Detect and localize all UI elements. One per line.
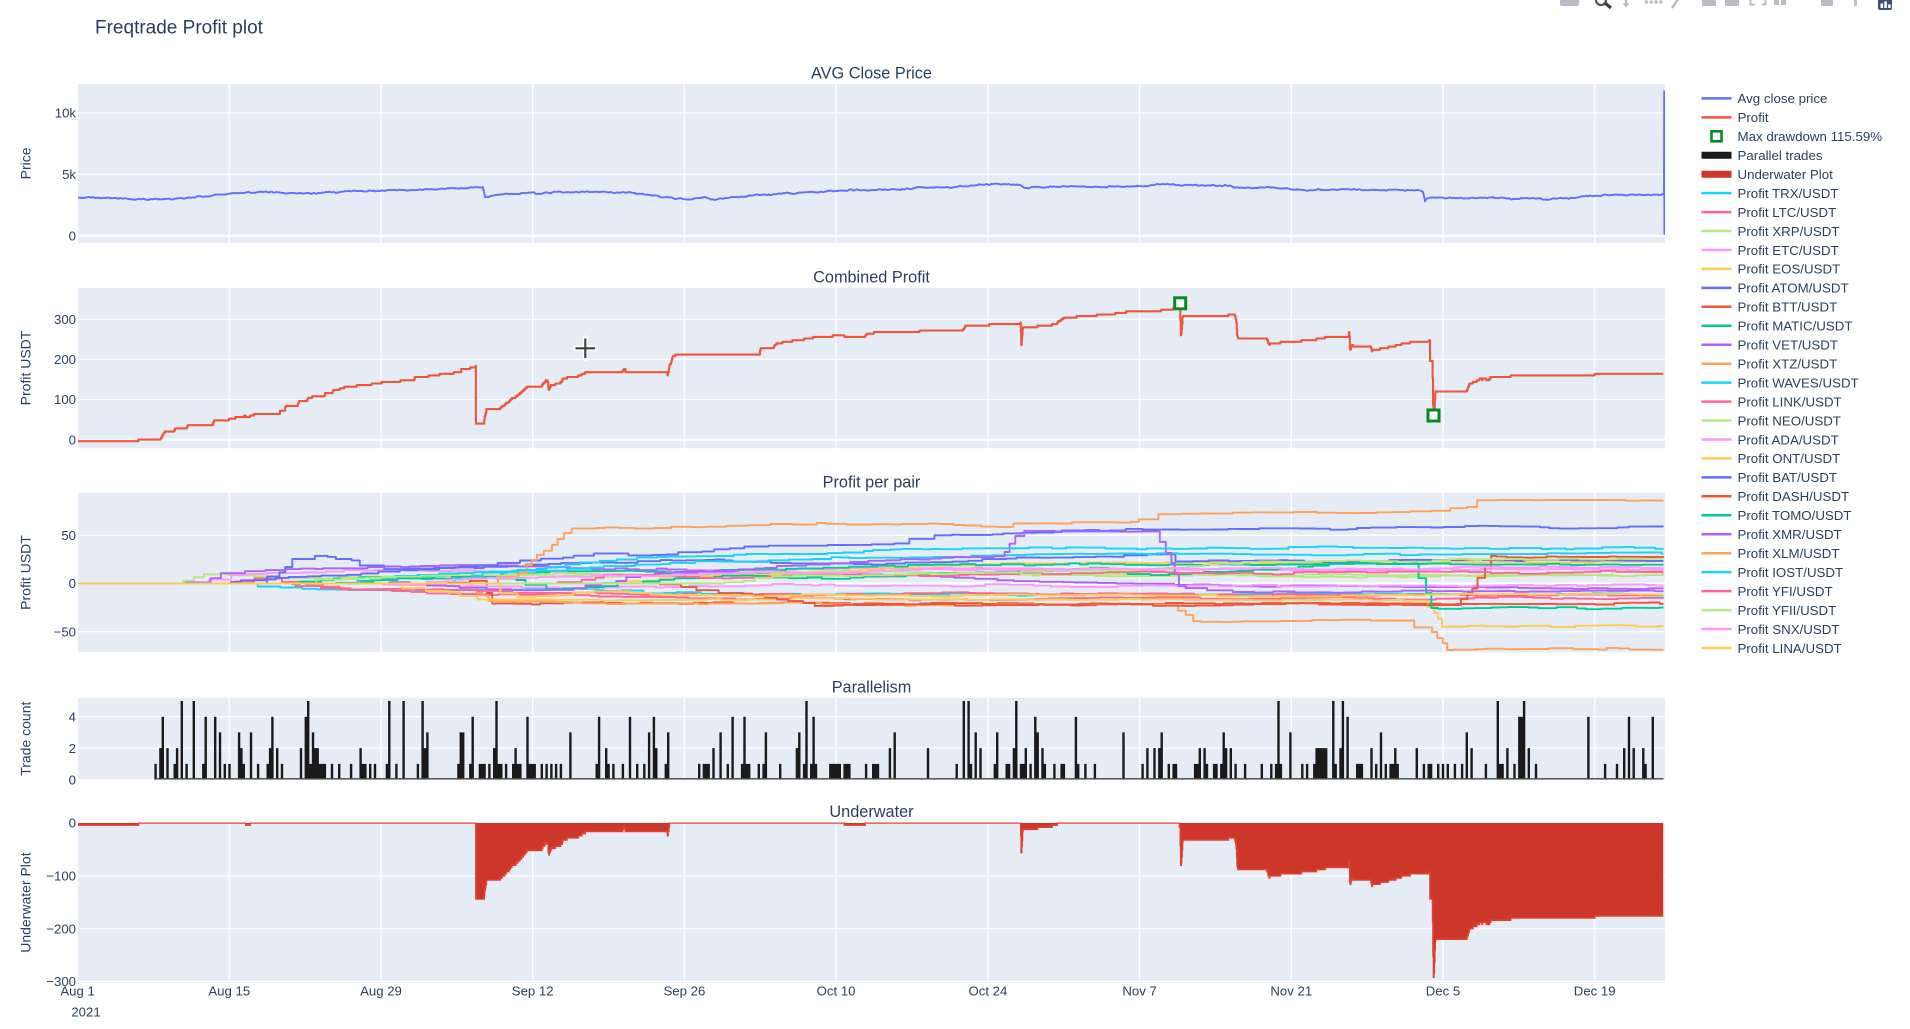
- svg-text:Profit YFII/USDT: Profit YFII/USDT: [1738, 603, 1837, 618]
- svg-text:5k: 5k: [62, 167, 76, 182]
- svg-text:Profit MATIC/USDT: Profit MATIC/USDT: [1738, 319, 1853, 334]
- svg-text:Price: Price: [18, 147, 34, 179]
- svg-text:Profit ADA/USDT: Profit ADA/USDT: [1738, 432, 1839, 447]
- svg-text:Profit BAT/USDT: Profit BAT/USDT: [1738, 470, 1838, 485]
- svg-text:Underwater Plot: Underwater Plot: [18, 852, 34, 952]
- svg-text:Profit XMR/USDT: Profit XMR/USDT: [1738, 527, 1842, 542]
- svg-text:Underwater Plot: Underwater Plot: [1738, 167, 1834, 182]
- svg-text:10k: 10k: [55, 106, 77, 121]
- svg-text:Avg close price: Avg close price: [1738, 91, 1828, 106]
- svg-text:Profit ETC/USDT: Profit ETC/USDT: [1738, 243, 1839, 258]
- svg-text:−300: −300: [46, 974, 76, 989]
- svg-text:0: 0: [69, 432, 76, 447]
- svg-text:0: 0: [69, 229, 76, 244]
- svg-text:Nov 21: Nov 21: [1270, 983, 1312, 998]
- svg-text:Dec 19: Dec 19: [1574, 983, 1616, 998]
- svg-text:Profit VET/USDT: Profit VET/USDT: [1738, 337, 1838, 352]
- svg-text:Profit LINK/USDT: Profit LINK/USDT: [1738, 394, 1842, 409]
- svg-text:Aug 15: Aug 15: [208, 983, 250, 998]
- svg-text:AVG Close Price: AVG Close Price: [811, 64, 932, 82]
- svg-text:Profit IOST/USDT: Profit IOST/USDT: [1738, 565, 1844, 580]
- svg-text:Oct 24: Oct 24: [968, 983, 1007, 998]
- svg-text:Profit WAVES/USDT: Profit WAVES/USDT: [1738, 375, 1859, 390]
- svg-text:Dec 5: Dec 5: [1426, 983, 1460, 998]
- svg-text:Profit XLM/USDT: Profit XLM/USDT: [1738, 546, 1840, 561]
- svg-text:Profit USDT: Profit USDT: [18, 535, 34, 610]
- svg-text:Profit: Profit: [1738, 110, 1769, 125]
- svg-text:Oct 10: Oct 10: [817, 983, 856, 998]
- svg-text:Profit XTZ/USDT: Profit XTZ/USDT: [1738, 356, 1838, 371]
- svg-text:Sep 12: Sep 12: [512, 983, 554, 998]
- svg-text:Profit YFI/USDT: Profit YFI/USDT: [1738, 584, 1833, 599]
- svg-text:−200: −200: [46, 921, 76, 936]
- svg-text:0: 0: [69, 772, 76, 787]
- svg-text:Combined Profit: Combined Profit: [813, 268, 930, 286]
- svg-text:0: 0: [69, 576, 76, 591]
- svg-text:Parallelism: Parallelism: [832, 678, 912, 696]
- svg-text:Aug 29: Aug 29: [360, 983, 402, 998]
- svg-text:Freqtrade Profit plot: Freqtrade Profit plot: [95, 18, 264, 39]
- svg-text:−50: −50: [54, 624, 76, 639]
- svg-text:Profit ONT/USDT: Profit ONT/USDT: [1738, 451, 1841, 466]
- svg-text:300: 300: [54, 312, 76, 327]
- svg-text:4: 4: [69, 709, 76, 724]
- svg-text:Profit TOMO/USDT: Profit TOMO/USDT: [1738, 508, 1852, 523]
- svg-text:Profit LTC/USDT: Profit LTC/USDT: [1738, 205, 1837, 220]
- svg-text:200: 200: [54, 352, 76, 367]
- svg-text:Sep 26: Sep 26: [663, 983, 705, 998]
- svg-text:2021: 2021: [71, 1005, 100, 1020]
- svg-text:Max drawdown 115.59%: Max drawdown 115.59%: [1738, 129, 1883, 144]
- svg-text:Profit ATOM/USDT: Profit ATOM/USDT: [1738, 281, 1849, 296]
- svg-text:Aug 1: Aug 1: [60, 983, 94, 998]
- svg-text:Underwater: Underwater: [829, 803, 914, 821]
- svg-text:Profit LINA/USDT: Profit LINA/USDT: [1738, 641, 1842, 656]
- svg-text:Profit NEO/USDT: Profit NEO/USDT: [1738, 413, 1841, 428]
- svg-text:Profit BTT/USDT: Profit BTT/USDT: [1738, 300, 1838, 315]
- svg-text:Profit TRX/USDT: Profit TRX/USDT: [1738, 186, 1839, 201]
- svg-text:Nov 7: Nov 7: [1122, 983, 1156, 998]
- svg-text:Profit XRP/USDT: Profit XRP/USDT: [1738, 224, 1840, 239]
- svg-text:Profit SNX/USDT: Profit SNX/USDT: [1738, 622, 1840, 637]
- svg-text:0: 0: [69, 816, 76, 831]
- svg-text:Profit DASH/USDT: Profit DASH/USDT: [1738, 489, 1850, 504]
- svg-text:Profit USDT: Profit USDT: [18, 330, 34, 405]
- svg-text:Profit EOS/USDT: Profit EOS/USDT: [1738, 262, 1841, 277]
- svg-text:Parallel trades: Parallel trades: [1738, 148, 1823, 163]
- svg-text:100: 100: [54, 392, 76, 407]
- svg-text:Trade count: Trade count: [18, 702, 34, 776]
- svg-text:2: 2: [69, 741, 76, 756]
- svg-text:50: 50: [61, 528, 76, 543]
- svg-text:Profit per pair: Profit per pair: [823, 473, 921, 491]
- svg-text:−100: −100: [46, 869, 76, 884]
